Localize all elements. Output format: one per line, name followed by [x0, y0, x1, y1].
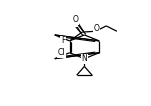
Text: N: N — [82, 54, 87, 63]
Text: Cl: Cl — [58, 48, 66, 57]
Text: O: O — [93, 24, 99, 33]
Text: O: O — [73, 15, 79, 24]
Text: F: F — [61, 36, 66, 45]
Text: O: O — [72, 17, 78, 26]
